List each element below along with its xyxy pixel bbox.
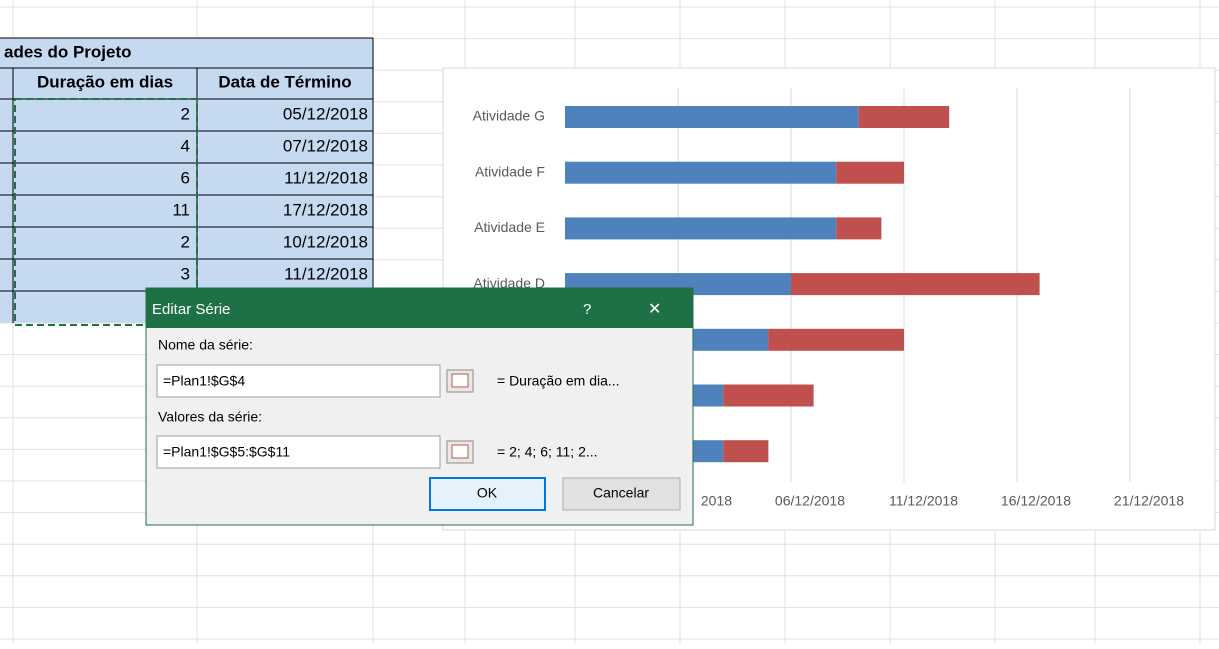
bar — [836, 161, 904, 184]
cell: 2 — [181, 104, 190, 123]
values-input[interactable] — [156, 435, 441, 469]
cell: 11 — [172, 200, 190, 219]
name-label: Nome da série: — [158, 337, 253, 353]
bar — [768, 328, 904, 351]
cell: 17/12/2018 — [283, 200, 368, 219]
dialog-titlebar — [146, 288, 693, 328]
x-tick-label: 06/12/2018 — [775, 493, 845, 509]
cell: 07/12/2018 — [283, 136, 368, 155]
x-tick-label: 16/12/2018 — [1001, 493, 1071, 509]
cell: 05/12/2018 — [283, 104, 368, 123]
bar — [565, 161, 837, 184]
cell: 2 — [181, 232, 190, 251]
bar — [791, 273, 1040, 296]
cell: 10/12/2018 — [283, 232, 368, 251]
bar — [858, 106, 950, 128]
values-label: Valores da série: — [158, 409, 262, 425]
bar — [565, 217, 837, 240]
table-title: ades do Projeto — [4, 42, 132, 61]
cell: 11/12/2018 — [284, 264, 368, 283]
name-input[interactable] — [156, 364, 441, 398]
bar — [836, 217, 882, 240]
values-preview: = 2; 4; 6; 11; 2... — [497, 444, 598, 460]
range-icon — [451, 373, 469, 388]
close-button[interactable]: ✕ — [648, 301, 661, 318]
values-ref: =Plan1!$G$5:$G$11 — [163, 444, 290, 460]
range-icon — [451, 444, 469, 459]
x-tick-label: 2018 — [701, 493, 732, 509]
x-tick-label: 11/12/2018 — [889, 493, 958, 509]
category-label: Atividade G — [473, 108, 545, 124]
category-label: Atividade E — [474, 219, 545, 235]
bar — [723, 440, 769, 463]
selection — [14, 98, 198, 326]
cell: 11/12/2018 — [284, 168, 368, 187]
name-ref: =Plan1!$G$4 — [163, 373, 245, 389]
ok-label[interactable]: OK — [477, 485, 498, 501]
dialog: Editar Série ? ✕ Nome da série: =Plan1!$… — [145, 287, 694, 526]
column-header: Duração em dias — [37, 72, 173, 91]
help-button[interactable]: ? — [583, 301, 591, 318]
table-fill — [0, 38, 373, 323]
cell: 4 — [181, 136, 190, 155]
ok-button[interactable] — [429, 477, 546, 511]
category-label: Atividade D — [473, 275, 545, 291]
bar — [723, 384, 814, 407]
dialog-title: Editar Série — [152, 301, 230, 318]
cancel-label[interactable]: Cancelar — [593, 485, 649, 501]
category-label: Atividade F — [475, 163, 545, 179]
cell: 6 — [181, 168, 190, 187]
name-preview: = Duração em dia... — [497, 373, 620, 389]
bar — [565, 106, 859, 128]
cell: 3 — [181, 264, 190, 283]
cancel-button[interactable] — [562, 477, 681, 511]
x-tick-label: 21/12/2018 — [1114, 493, 1184, 509]
column-header: Data de Término — [218, 72, 351, 91]
